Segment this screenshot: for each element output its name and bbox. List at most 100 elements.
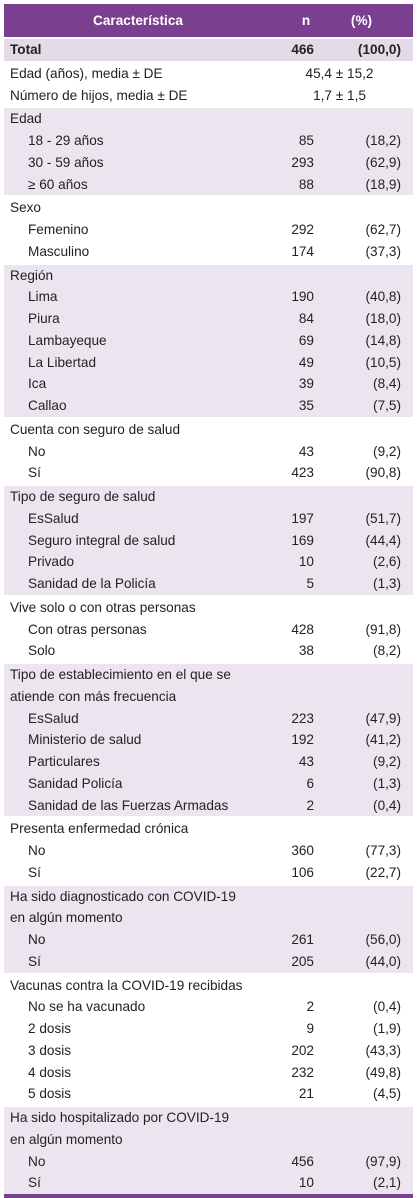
count-cell: 43 [298,754,314,769]
percent-cell: (62,7) [365,222,401,237]
variable-group: Vive solo o con otras personas Con otras … [4,594,413,662]
variable-group: Vacunas contra la COVID-19 recibidas No s… [4,972,413,1106]
category-row: Masculino 174 (37,3) [4,241,413,263]
row-label: Masculino [28,243,90,259]
count-cell: 49 [298,354,314,370]
group-label-row: Vacunas contra la COVID-19 recibidas [4,975,413,997]
header-cell: (%) [350,13,373,28]
percent-cell: (0,4) [373,797,401,813]
category-row: No 43 (9,2) [4,441,413,463]
group-label-row: Vive solo o con otras personas [4,597,413,619]
category-row: No 360 (77,3) [4,840,413,862]
count-cell: 21 [298,1086,314,1102]
percent-cell: (77,3) [365,843,401,858]
count-cell: 85 [298,133,314,148]
percent-cell: (44,0) [365,953,401,969]
variable-group: Ha sido diagnosticado con COVID-19 en alg… [4,883,413,973]
count-cell: 192 [291,732,314,748]
category-row: Particulares 43 (9,2) [4,751,413,773]
category-row: Sí 10 (2,1) [4,1172,413,1194]
row-label: Ica [28,376,47,392]
group-label-row: Edad [4,108,413,130]
category-row: Sanidad de la Policía 5 (1,3) [4,573,413,595]
summary-value: 45,4 ± 15,2 [305,65,374,81]
bottom-rule [4,1194,413,1198]
count-cell: 2 [306,797,314,813]
row-label: 18 - 29 años [28,133,104,148]
count-cell: 88 [298,176,314,192]
row-label: EsSalud [28,510,79,526]
count-cell: 10 [298,554,314,570]
row-label: 3 dosis [28,1042,72,1058]
group-label-row: Ha sido hospitalizado por COVID-19 [4,1107,413,1129]
row-label: No se ha vacunado [28,999,146,1015]
total-row: Total 466 (100,0) [4,37,413,61]
row-label: Solo [28,643,56,659]
variable-group: Sexo Femenino 292 (62,7) Masculino 174 (37,3) [4,195,413,262]
count-cell: 38 [298,643,314,659]
category-row: Solo 38 (8,2) [4,640,413,662]
group-label: Ha sido diagnosticado con COVID-19 [10,888,236,904]
percent-cell: (9,2) [373,443,401,459]
percent-cell: (1,3) [373,775,401,791]
row-label: No [28,932,46,947]
row-label: Piura [28,311,60,326]
count-cell: 205 [291,953,314,969]
count-cell: 69 [298,332,314,348]
group-label: Ha sido hospitalizado por COVID-19 [10,1110,230,1125]
percent-cell: (41,2) [365,732,401,748]
category-row: EsSalud 223 (47,9) [4,708,413,730]
count-cell: 423 [291,465,314,481]
row-label: Con otras personas [28,621,147,637]
category-row: Piura 84 (18,0) [4,308,413,330]
category-row: 30 - 59 años 293 (62,9) [4,152,413,174]
category-row: No 456 (97,9) [4,1151,413,1173]
group-label-row: Tipo de establecimiento en el que se [4,664,413,686]
percent-cell: (14,8) [365,332,401,348]
count-cell: 293 [291,154,314,170]
group-label-row: Cuenta con seguro de salud [4,419,413,441]
percent-cell: (43,3) [365,1042,401,1058]
row-label: Privado [28,554,75,570]
category-row: ≥ 60 años 88 (18,9) [4,174,413,196]
category-row: No se ha vacunado 2 (0,4) [4,996,413,1018]
count-cell: 456 [291,1153,314,1169]
row-label: La Libertad [28,354,97,370]
category-row: Lima 190 (40,8) [4,286,413,308]
group-label-row: en algún momento [4,907,413,929]
percent-cell: (2,1) [373,1175,401,1191]
group-label: atiende con más frecuencia [10,688,177,704]
count-cell: 5 [306,576,314,591]
count-cell: 84 [298,311,314,326]
group-label: Presenta enfermedad crónica [10,821,189,837]
row-label: Ministerio de salud [28,732,142,748]
count-cell: 428 [291,621,314,637]
summary-value: 1,7 ± 1,5 [313,87,366,103]
group-label: Vive solo o con otras personas [10,599,196,615]
percent-cell: (62,9) [365,154,401,170]
count-cell: 466 [291,42,314,57]
group-label-row: Presenta enfermedad crónica [4,818,413,840]
row-label: Sí [28,465,41,481]
group-label: Vacunas contra la COVID-19 recibidas [10,977,243,993]
category-row: EsSalud 197 (51,7) [4,508,413,530]
count-cell: 10 [298,1175,314,1191]
category-row: Seguro integral de salud 169 (44,4) [4,530,413,552]
row-label: 5 dosis [28,1086,72,1102]
group-label: Cuenta con seguro de salud [10,421,181,437]
count-cell: 43 [298,443,314,459]
percent-cell: (91,8) [365,621,401,637]
percent-cell: (56,0) [365,932,401,947]
category-row: No 261 (56,0) [4,929,413,951]
row-label: Femenino [28,222,89,237]
group-label: Edad [10,111,42,127]
count-cell: 223 [291,710,314,726]
percent-cell: (1,3) [373,576,401,591]
variable-group: Ha sido hospitalizado por COVID-19 en alg… [4,1105,413,1194]
count-cell: 261 [291,932,314,947]
row-label: Número de hijos, media ± DE [10,87,188,103]
percent-cell: (2,6) [373,554,401,570]
percent-cell: (10,5) [365,354,401,370]
category-row: Sí 423 (90,8) [4,462,413,484]
percent-cell: (51,7) [365,510,401,526]
